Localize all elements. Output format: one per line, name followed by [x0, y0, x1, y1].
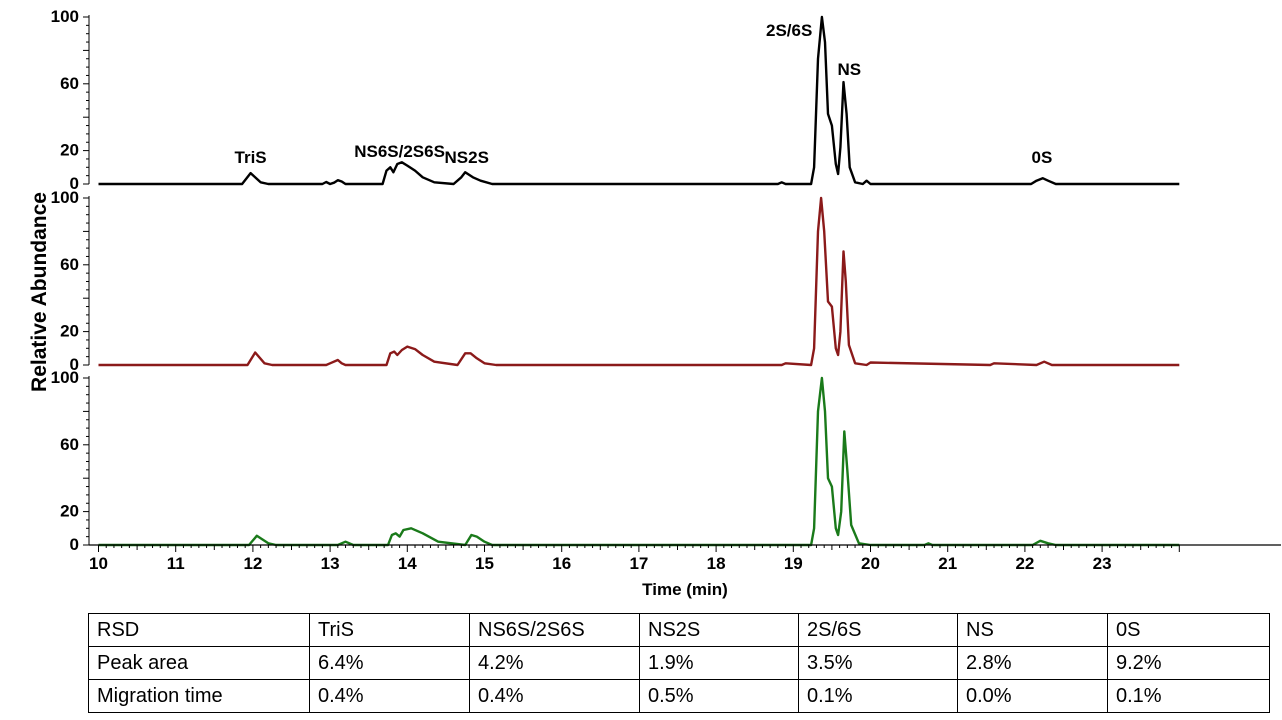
table-cell: 0.1% [798, 679, 958, 713]
peak-label: 0S [1031, 148, 1052, 167]
x-tick-label: 20 [861, 554, 880, 573]
table-cell: 0.4% [309, 679, 470, 713]
y-tick-label: 60 [60, 255, 79, 274]
x-axis-label: Time (min) [642, 580, 728, 599]
table-header-cell: 2S/6S [798, 613, 958, 647]
table-cell: 0.4% [469, 679, 640, 713]
table-header-cell: TriS [309, 613, 470, 647]
y-tick-label: 60 [60, 435, 79, 454]
table-cell: Peak area [88, 646, 310, 680]
x-tick-label: 21 [938, 554, 957, 573]
y-tick-label: 100 [51, 368, 79, 387]
table-header-cell: NS2S [639, 613, 799, 647]
x-tick-label: 13 [321, 554, 340, 573]
x-tick-label: 18 [707, 554, 726, 573]
x-tick-label: 15 [475, 554, 494, 573]
peak-label: TriS [235, 148, 267, 167]
x-tick-label: 22 [1015, 554, 1034, 573]
table-cell: 4.2% [469, 646, 640, 680]
series-line-1 [98, 15, 1180, 186]
table-cell: 2.8% [957, 646, 1108, 680]
table-cell: 0.1% [1107, 679, 1270, 713]
table-header-cell: NS [957, 613, 1108, 647]
table-cell: 0.5% [639, 679, 799, 713]
table-cell: 1.9% [639, 646, 799, 680]
peak-label: NS6S/2S6S [354, 142, 445, 161]
peak-label: NS2S [445, 148, 489, 167]
y-tick-label: 60 [60, 74, 79, 93]
peak-label: NS [837, 60, 861, 79]
x-tick-label: 14 [398, 554, 417, 573]
rsd-table: RSD TriS NS6S/2S6S NS2S 2S/6S NS 0S Peak… [88, 613, 1270, 713]
x-tick-label: 12 [243, 554, 262, 573]
table-header-cell: 0S [1107, 613, 1270, 647]
table-cell: 6.4% [309, 646, 470, 680]
series-line-2 [98, 196, 1180, 367]
x-tick-label: 11 [167, 554, 185, 573]
table-cell: Migration time [88, 679, 310, 713]
table-header-row: RSD TriS NS6S/2S6S NS2S 2S/6S NS 0S [88, 613, 1270, 647]
table-cell: 3.5% [798, 646, 958, 680]
x-tick-label: 23 [1093, 554, 1112, 573]
y-tick-label: 0 [70, 174, 79, 193]
table-row: Peak area 6.4% 4.2% 1.9% 3.5% 2.8% 9.2% [88, 646, 1270, 680]
y-tick-label: 100 [51, 7, 79, 26]
y-axis-label: Relative Abundance [28, 192, 51, 392]
peak-label: 2S/6S [766, 21, 812, 40]
x-tick-label: 16 [552, 554, 571, 573]
y-tick-label: 20 [60, 502, 79, 521]
x-tick-label: 17 [629, 554, 648, 573]
y-tick-label: 0 [70, 355, 79, 374]
table-cell: 9.2% [1107, 646, 1270, 680]
table-header-cell: NS6S/2S6S [469, 613, 640, 647]
x-tick-label: 10 [89, 554, 108, 573]
table-row: Migration time 0.4% 0.4% 0.5% 0.1% 0.0% … [88, 679, 1270, 713]
table-header-cell: RSD [88, 613, 310, 647]
table-cell: 0.0% [957, 679, 1108, 713]
y-tick-label: 0 [70, 535, 79, 554]
y-tick-label: 20 [60, 322, 79, 341]
y-tick-label: 100 [51, 188, 79, 207]
series-line-3 [98, 376, 1180, 547]
y-tick-label: 20 [60, 141, 79, 160]
x-tick-label: 19 [784, 554, 803, 573]
